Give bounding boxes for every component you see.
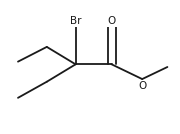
Text: O: O <box>107 16 116 26</box>
Text: Br: Br <box>70 16 81 26</box>
Text: O: O <box>138 81 146 91</box>
